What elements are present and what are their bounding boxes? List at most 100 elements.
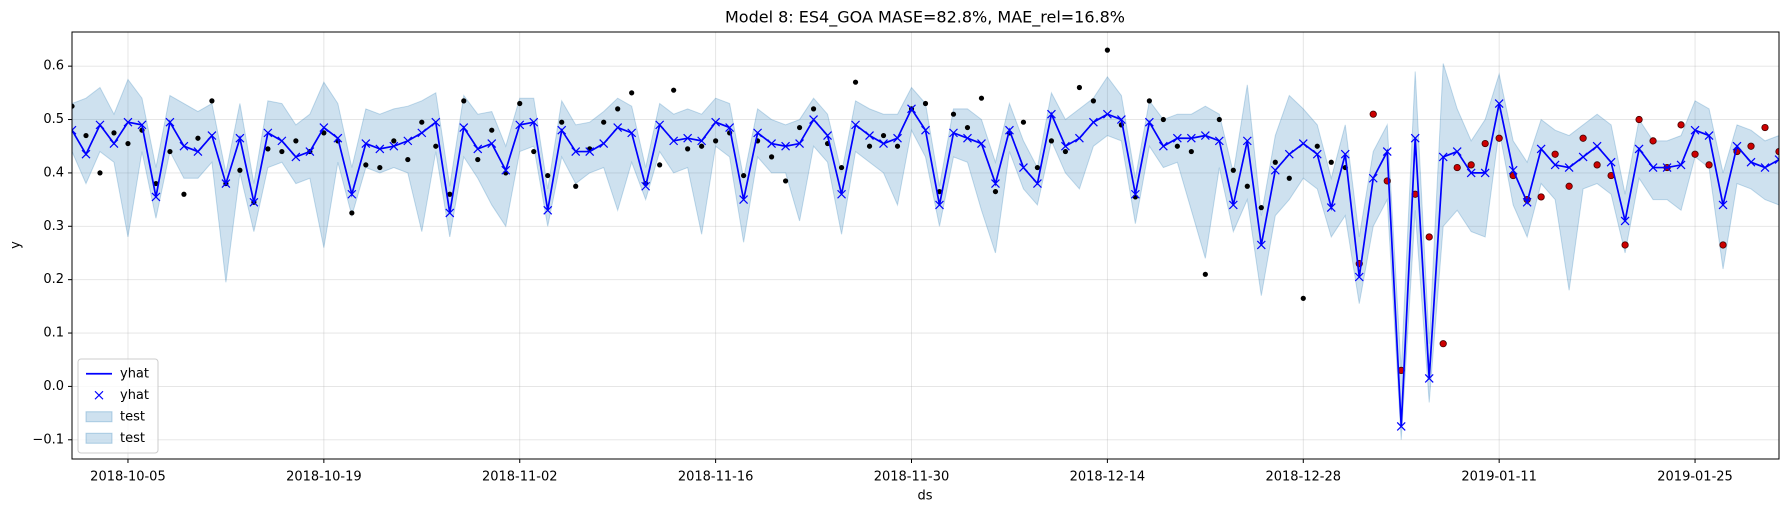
yhat-marker	[613, 123, 623, 132]
yhat-marker	[151, 192, 161, 202]
train-point	[489, 127, 495, 133]
yhat-marker	[1592, 141, 1602, 151]
yhat-marker	[767, 139, 777, 148]
train-point	[545, 172, 551, 179]
yhat-marker	[711, 117, 721, 127]
train-point	[1076, 84, 1083, 91]
chart-title: Model 8: ES4_GOA MASE=82.8%, MAE_rel=16.…	[725, 8, 1125, 28]
yhat-marker	[655, 120, 665, 130]
yhat-marker	[1116, 115, 1126, 124]
train-point	[1314, 143, 1320, 149]
plot-area	[72, 47, 1779, 440]
yhat-marker	[795, 139, 804, 148]
yhat-marker	[1564, 163, 1574, 172]
test-point	[1467, 161, 1475, 169]
train-point	[615, 106, 621, 112]
test-point	[1719, 241, 1727, 249]
y-tick-label: 0.1	[43, 326, 64, 341]
train-point	[153, 180, 159, 187]
train-point	[447, 191, 453, 197]
legend-swatch	[94, 390, 104, 400]
yhat-marker	[879, 139, 888, 148]
y-tick-label: 0.6	[43, 59, 64, 74]
yhat-marker	[473, 144, 483, 154]
yhat-marker	[823, 131, 832, 140]
yhat-marker	[1746, 157, 1756, 167]
train-point	[741, 172, 747, 179]
train-point	[391, 138, 397, 144]
yhat-marker	[445, 208, 455, 218]
yhat-marker	[263, 128, 273, 138]
test-point	[1761, 123, 1769, 132]
train-point	[97, 170, 103, 176]
train-point	[209, 98, 215, 104]
train-point	[1300, 295, 1306, 301]
train-point	[195, 135, 201, 141]
test-point	[1705, 161, 1713, 169]
yhat-marker	[1634, 144, 1644, 154]
train-point	[866, 143, 873, 149]
yhat-marker	[1214, 136, 1224, 146]
train-point	[405, 156, 411, 163]
yhat-marker	[109, 139, 119, 148]
yhat-marker	[1578, 152, 1588, 162]
yhat-marker	[977, 139, 986, 148]
yhat-marker	[1690, 125, 1700, 135]
yhat-marker	[963, 133, 972, 143]
test-point	[1635, 115, 1643, 124]
yhat-marker	[1522, 197, 1532, 207]
yhat-marker	[949, 128, 958, 138]
train-point	[573, 183, 579, 189]
yhat-marker	[1130, 189, 1140, 199]
yhat-marker	[991, 179, 1000, 189]
yhat-marker	[781, 141, 791, 151]
test-point	[1425, 233, 1433, 241]
yhat-marker	[1382, 147, 1392, 156]
train-point	[1258, 205, 1264, 211]
yhat-marker	[599, 139, 609, 148]
yhat-marker	[1648, 163, 1658, 172]
yhat-marker	[1732, 141, 1742, 151]
train-point	[419, 119, 425, 125]
x-tick-label: 2018-12-14	[1070, 470, 1146, 485]
legend-swatch	[85, 411, 113, 423]
yhat-marker	[277, 136, 287, 146]
train-point	[1328, 159, 1334, 165]
yhat-marker	[1326, 203, 1336, 213]
yhat-marker	[459, 123, 469, 132]
yhat-marker	[319, 123, 329, 132]
train-point	[768, 154, 775, 160]
yhat-marker	[235, 133, 245, 143]
train-point	[377, 164, 383, 171]
train-point	[1244, 183, 1250, 189]
train-point	[433, 143, 439, 149]
y-tick-label: −0.1	[32, 432, 64, 447]
train-point	[1160, 116, 1166, 123]
yhat-marker	[1019, 163, 1028, 172]
test-point	[1579, 134, 1587, 142]
train-point	[279, 148, 285, 155]
yhat-marker	[1606, 157, 1616, 167]
train-point	[461, 98, 467, 104]
yhat-marker	[1774, 155, 1779, 164]
yhat-marker	[1354, 272, 1364, 282]
yhat-marker	[221, 179, 231, 189]
train-point	[111, 130, 117, 136]
legend: yhat yhat test test	[77, 358, 159, 454]
yhat-marker	[1256, 240, 1266, 250]
yhat-marker	[725, 123, 735, 132]
yhat-marker	[697, 136, 707, 146]
yhat-marker	[1144, 117, 1154, 127]
y-tick-label: 0.0	[43, 379, 64, 394]
yhat-marker	[1158, 141, 1168, 151]
yhat-marker	[1718, 200, 1728, 210]
yhat-marker	[1494, 99, 1504, 108]
yhat-marker	[95, 120, 105, 130]
x-tick-label: 2018-11-02	[482, 470, 558, 485]
yhat-marker	[1102, 109, 1112, 119]
train-point	[852, 79, 859, 85]
yhat-marker	[375, 144, 385, 154]
train-point	[894, 143, 901, 149]
test-point	[1747, 142, 1755, 150]
y-tick-label: 0.4	[43, 165, 64, 180]
